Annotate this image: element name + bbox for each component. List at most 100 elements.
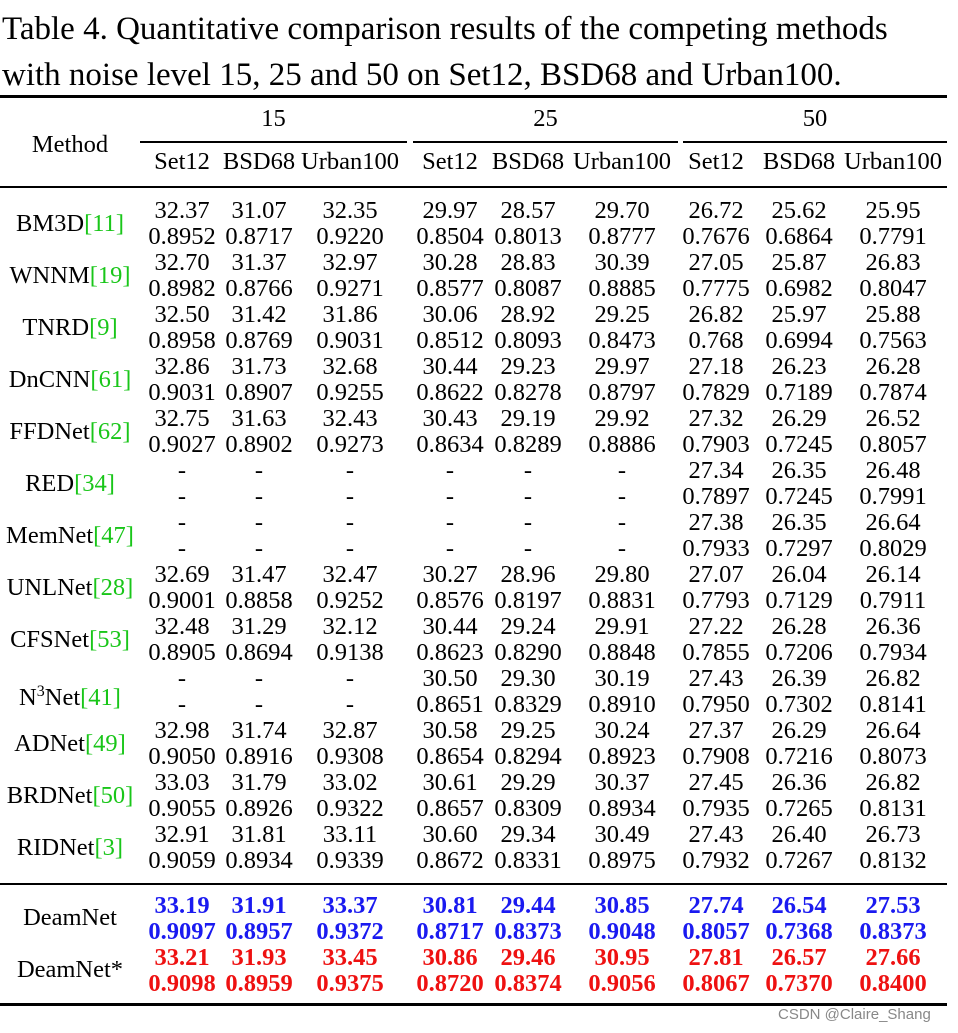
ours-rule bbox=[0, 883, 947, 885]
psnr-cell: 26.23 bbox=[771, 353, 827, 380]
psnr-cell: 25.62 bbox=[771, 197, 827, 224]
psnr-cell: 31.63 bbox=[231, 405, 287, 432]
ssim-cell: 0.8473 bbox=[588, 327, 656, 354]
psnr-cell: 26.35 bbox=[771, 457, 827, 484]
psnr-cell: 25.95 bbox=[865, 197, 921, 224]
ssim-cell: 0.8885 bbox=[588, 275, 656, 302]
ssim-cell: 0.8959 bbox=[225, 970, 293, 997]
psnr-cell: 26.57 bbox=[771, 944, 827, 971]
psnr-cell: 30.28 bbox=[422, 249, 478, 276]
method-name: N3Net[41] bbox=[0, 677, 140, 713]
psnr-cell: 26.52 bbox=[865, 405, 921, 432]
ssim-cell: 0.9252 bbox=[316, 587, 384, 614]
psnr-cell: 30.24 bbox=[594, 717, 650, 744]
ssim-cell: 0.8831 bbox=[588, 587, 656, 614]
psnr-cell: 27.81 bbox=[688, 944, 744, 971]
ssim-cell: 0.8294 bbox=[494, 743, 562, 770]
psnr-cell: - bbox=[254, 665, 264, 692]
citation-ref: [19] bbox=[89, 262, 131, 289]
citation-ref: [61] bbox=[90, 366, 132, 393]
ssim-cell: 0.8504 bbox=[416, 223, 484, 250]
method-name-text: FFDNet bbox=[9, 418, 90, 445]
ssim-cell: 0.8047 bbox=[859, 275, 927, 302]
ssim-cell: 0.8934 bbox=[225, 847, 293, 874]
psnr-cell: 27.38 bbox=[688, 509, 744, 536]
psnr-cell: 33.45 bbox=[322, 944, 378, 971]
method-name: DnCNN[61] bbox=[0, 365, 140, 395]
ssim-cell: 0.8093 bbox=[494, 327, 562, 354]
ssim-cell: - bbox=[177, 691, 187, 718]
psnr-cell: 30.61 bbox=[422, 769, 478, 796]
psnr-cell: 30.50 bbox=[422, 665, 478, 692]
ssim-cell: 0.9375 bbox=[316, 970, 384, 997]
psnr-cell: 30.06 bbox=[422, 301, 478, 328]
ssim-cell: 0.8651 bbox=[416, 691, 484, 718]
ssim-cell: 0.8717 bbox=[416, 918, 484, 945]
ssim-cell: 0.8131 bbox=[859, 795, 927, 822]
psnr-cell: 29.30 bbox=[500, 665, 556, 692]
psnr-cell: 27.43 bbox=[688, 821, 744, 848]
psnr-cell: 31.91 bbox=[231, 892, 287, 919]
psnr-cell: 26.82 bbox=[688, 301, 744, 328]
method-name-text: CFSNet bbox=[10, 626, 90, 653]
ssim-cell: 0.7933 bbox=[682, 535, 750, 562]
psnr-cell: 32.50 bbox=[154, 301, 210, 328]
ssim-cell: 0.8952 bbox=[148, 223, 216, 250]
citation-ref: [62] bbox=[89, 418, 131, 445]
psnr-cell: 33.11 bbox=[322, 821, 378, 848]
psnr-cell: 26.39 bbox=[771, 665, 827, 692]
ssim-cell: 0.8373 bbox=[494, 918, 562, 945]
ssim-cell: 0.7206 bbox=[765, 639, 833, 666]
psnr-cell: 32.47 bbox=[322, 561, 378, 588]
psnr-cell: 27.37 bbox=[688, 717, 744, 744]
psnr-cell: - bbox=[345, 665, 355, 692]
ssim-cell: 0.9050 bbox=[148, 743, 216, 770]
psnr-cell: 27.43 bbox=[688, 665, 744, 692]
method-name-suffix: Net bbox=[44, 684, 81, 712]
bottom-rule bbox=[0, 1003, 947, 1006]
psnr-cell: 30.95 bbox=[594, 944, 650, 971]
ssim-cell: 0.8916 bbox=[225, 743, 293, 770]
ssim-cell: 0.9097 bbox=[148, 918, 216, 945]
psnr-cell: - bbox=[523, 509, 533, 536]
ssim-cell: 0.7791 bbox=[859, 223, 927, 250]
ssim-cell: 0.8329 bbox=[494, 691, 562, 718]
psnr-cell: - bbox=[523, 457, 533, 484]
ssim-cell: 0.8087 bbox=[494, 275, 562, 302]
ssim-cell: 0.7297 bbox=[765, 535, 833, 562]
psnr-cell: 26.82 bbox=[865, 665, 921, 692]
psnr-cell: 33.03 bbox=[154, 769, 210, 796]
ssim-cell: - bbox=[345, 483, 355, 510]
ssim-cell: 0.8576 bbox=[416, 587, 484, 614]
psnr-cell: 25.88 bbox=[865, 301, 921, 328]
psnr-cell: 26.35 bbox=[771, 509, 827, 536]
psnr-cell: - bbox=[177, 457, 187, 484]
psnr-cell: 31.42 bbox=[231, 301, 287, 328]
method-name-text: UNLNet bbox=[6, 574, 93, 601]
ssim-cell: - bbox=[445, 535, 455, 562]
method-name: WNNM[19] bbox=[0, 261, 140, 291]
citation-ref: [49] bbox=[84, 730, 126, 757]
psnr-cell: 30.49 bbox=[594, 821, 650, 848]
psnr-cell: 32.68 bbox=[322, 353, 378, 380]
ssim-cell: 0.8694 bbox=[225, 639, 293, 666]
dataset-header: Set12 bbox=[154, 148, 210, 175]
citation-ref: [11] bbox=[84, 210, 124, 237]
ssim-cell: 0.8029 bbox=[859, 535, 927, 562]
noise-level-50: 50 bbox=[802, 105, 828, 132]
ssim-cell: 0.8289 bbox=[494, 431, 562, 458]
psnr-cell: 30.81 bbox=[422, 892, 478, 919]
ssim-cell: - bbox=[177, 535, 187, 562]
group-rule-25 bbox=[413, 141, 678, 143]
ssim-cell: 0.7950 bbox=[682, 691, 750, 718]
psnr-cell: 26.64 bbox=[865, 509, 921, 536]
ssim-cell: 0.8982 bbox=[148, 275, 216, 302]
psnr-cell: 26.40 bbox=[771, 821, 827, 848]
psnr-cell: - bbox=[345, 457, 355, 484]
ssim-cell: 0.8622 bbox=[416, 379, 484, 406]
ssim-cell: 0.9056 bbox=[588, 970, 656, 997]
method-name: ADNet[49] bbox=[0, 729, 140, 759]
ssim-cell: 0.8373 bbox=[859, 918, 927, 945]
ssim-cell: 0.8073 bbox=[859, 743, 927, 770]
psnr-cell: - bbox=[177, 509, 187, 536]
